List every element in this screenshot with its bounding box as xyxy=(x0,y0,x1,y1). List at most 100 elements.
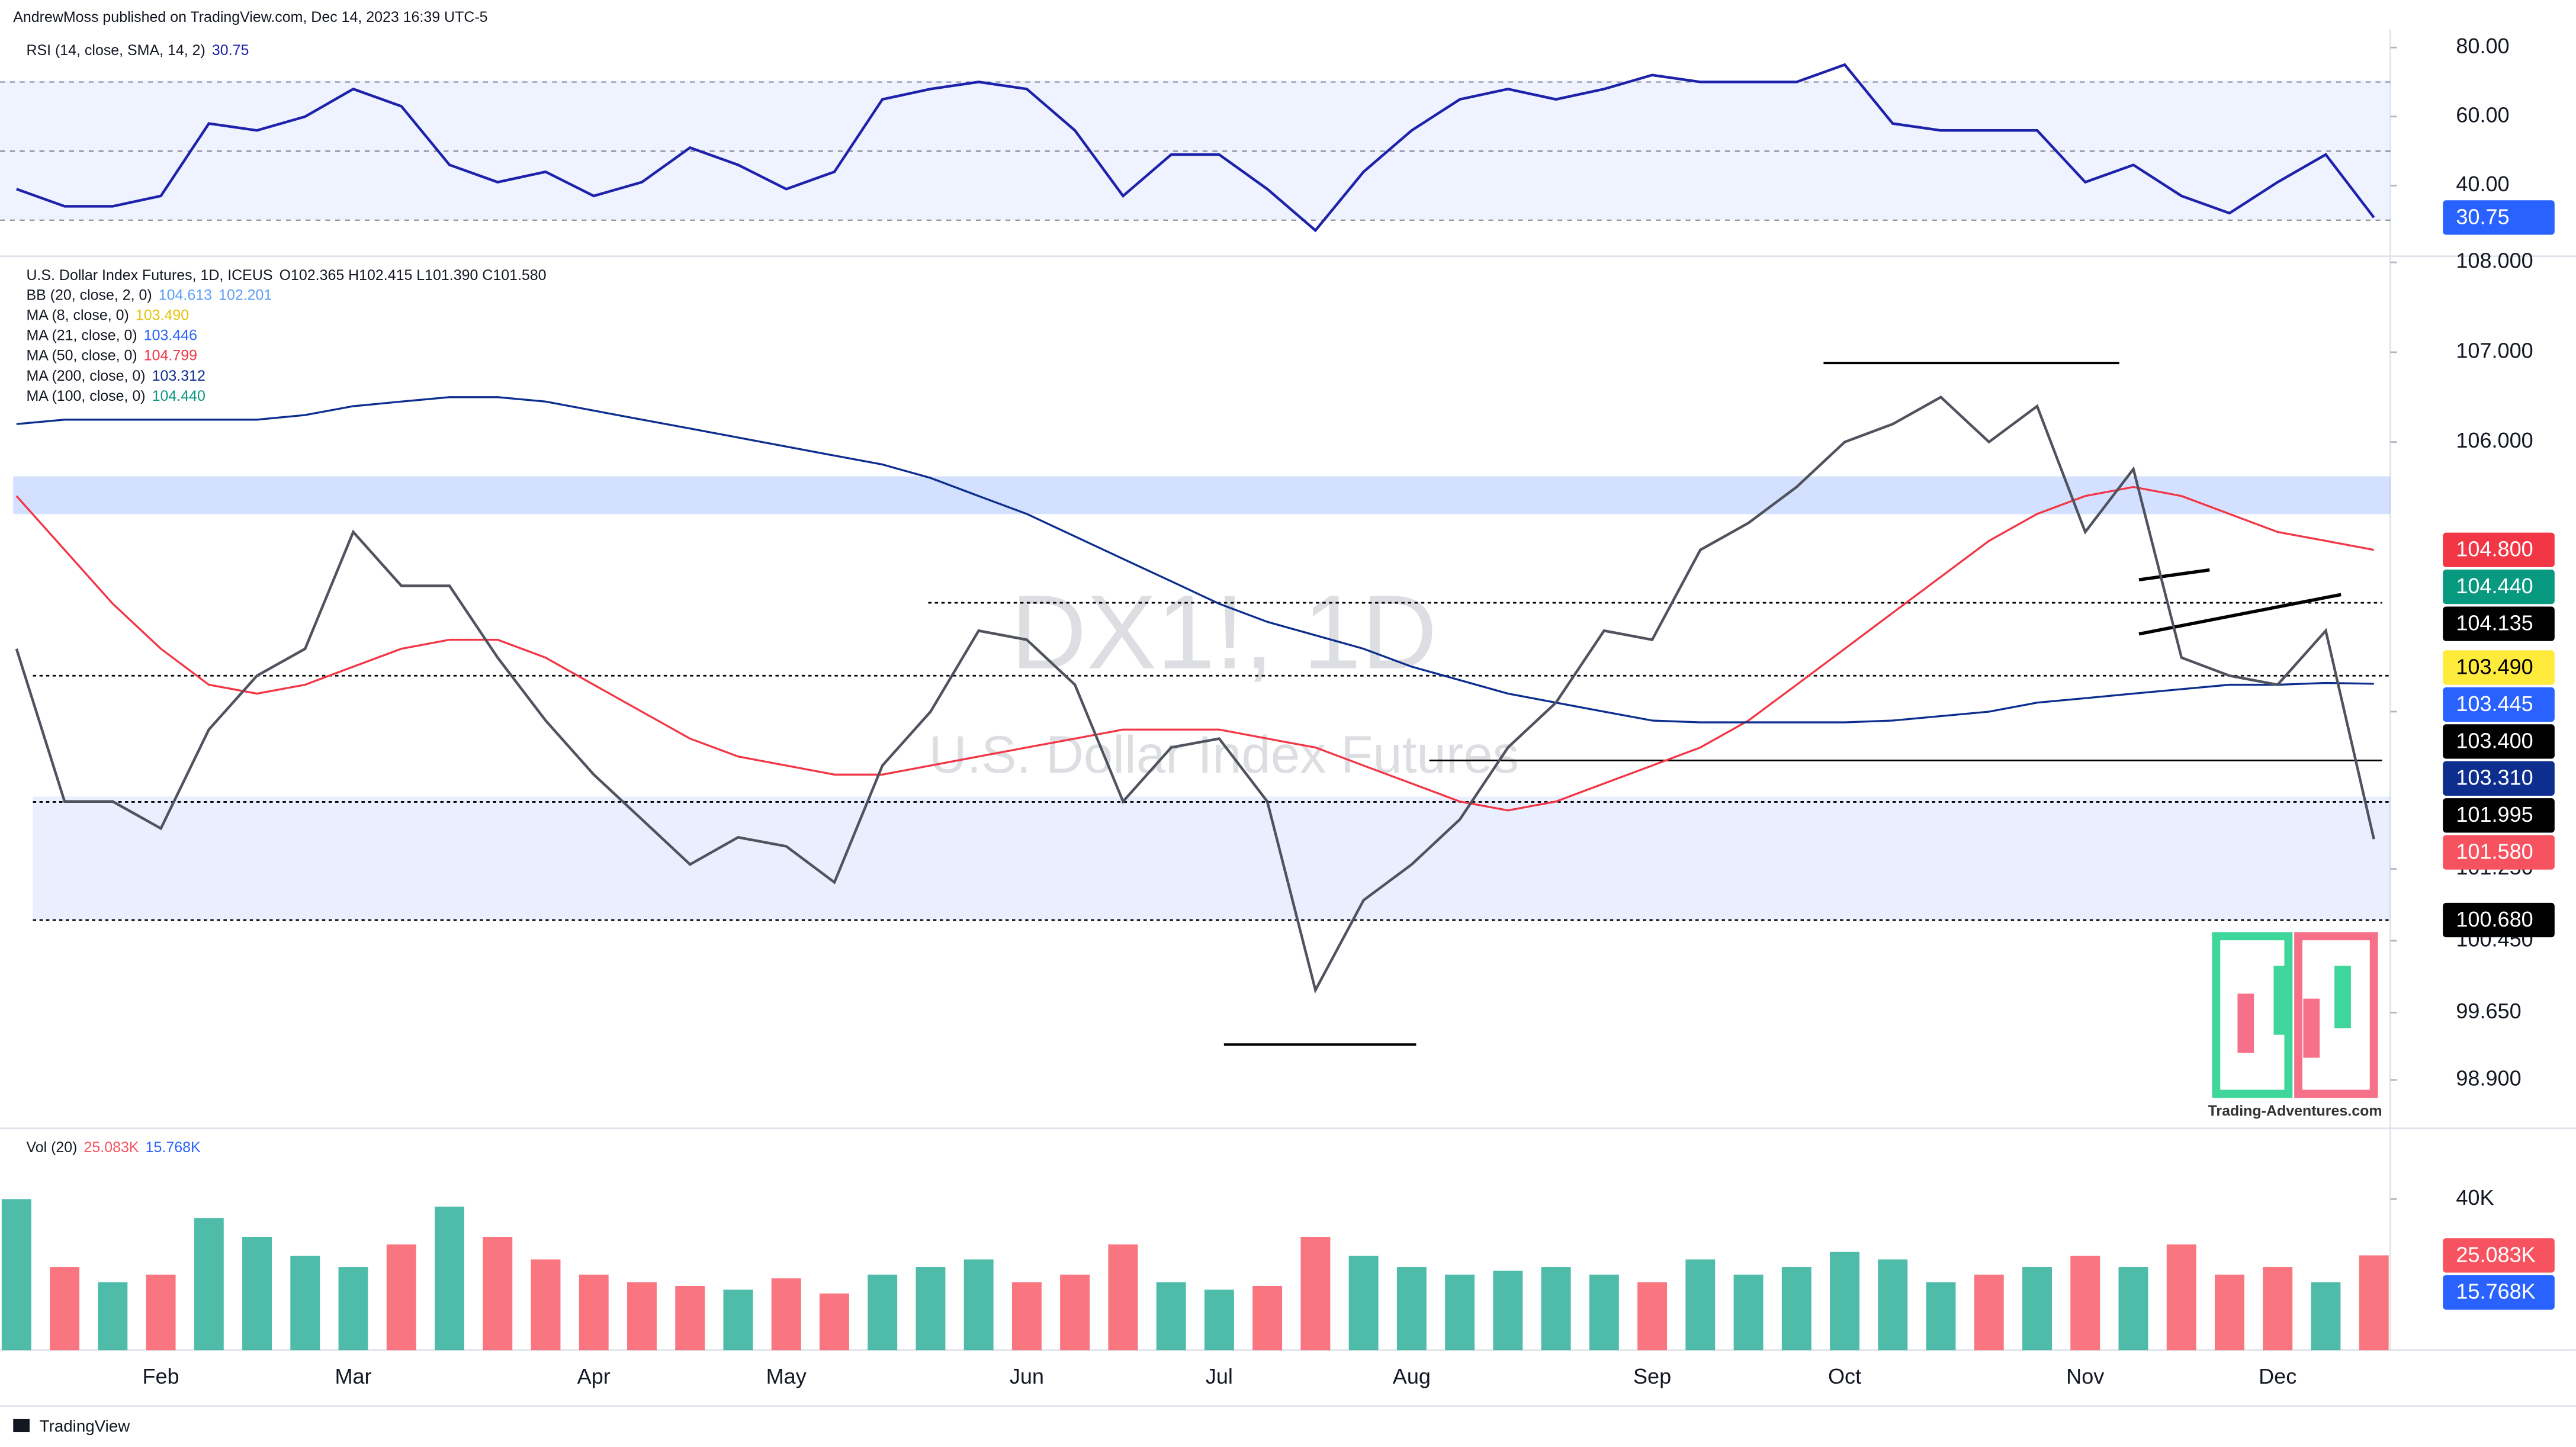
legend-item: 30.75 xyxy=(212,42,249,59)
x-tick-label: May xyxy=(766,1364,807,1388)
price-badge xyxy=(2443,724,2555,759)
volume-bar xyxy=(2263,1267,2293,1350)
volume-bar xyxy=(1,1199,31,1350)
price-badge-label: 15.768K xyxy=(2456,1279,2535,1304)
logo-candle xyxy=(2273,966,2291,1035)
rsi-band xyxy=(0,80,2391,220)
volume-bar xyxy=(386,1244,416,1350)
volume-bar xyxy=(1637,1282,1668,1350)
legend: MA (8, close, 0) 103.490 xyxy=(26,307,189,323)
volume-bar xyxy=(1830,1252,1859,1350)
watermark-symbol: DX1!, 1D xyxy=(1011,573,1437,691)
volume-bar xyxy=(2022,1267,2052,1350)
legend: MA (100, close, 0) 104.440 xyxy=(26,388,205,404)
legend: MA (200, close, 0) 103.312 xyxy=(26,367,205,384)
price-badge-label: 104.800 xyxy=(2456,537,2533,561)
support-zone xyxy=(33,796,2391,920)
legend-item: 103.312 xyxy=(152,367,205,384)
volume-bar xyxy=(916,1267,946,1350)
legend-item: O102.365 H102.415 L101.390 C101.580 xyxy=(280,267,547,284)
resistance-zone xyxy=(13,476,2391,515)
price-badge xyxy=(2443,570,2555,604)
price-badge-label: 103.310 xyxy=(2456,766,2533,790)
y-tick-label: 98.900 xyxy=(2456,1066,2521,1091)
legend-item: 25.083K xyxy=(84,1139,139,1156)
legend-item: 104.799 xyxy=(144,347,197,364)
volume-bar xyxy=(98,1282,128,1350)
legend: Vol (20) 25.083K 15.768K xyxy=(26,1139,200,1156)
x-tick-label: Nov xyxy=(2066,1364,2104,1388)
x-tick-label: Jun xyxy=(1010,1364,1044,1388)
volume-bar xyxy=(627,1282,657,1350)
volume-bar xyxy=(146,1274,176,1350)
price-badge-label: 103.445 xyxy=(2456,692,2533,716)
rsi-line xyxy=(16,63,2375,233)
volume-bar xyxy=(2118,1267,2148,1350)
price-badge-label: 104.440 xyxy=(2456,574,2533,598)
header: AndrewMoss published on TradingView.com,… xyxy=(13,9,487,25)
price-badge xyxy=(2443,650,2555,685)
price-badge-label: 103.490 xyxy=(2456,654,2533,679)
legend: MA (21, close, 0) 103.446 xyxy=(26,327,197,343)
volume-bar xyxy=(1974,1274,2004,1350)
footer-logo xyxy=(13,1419,30,1433)
y-tick-label: 60.00 xyxy=(2456,102,2509,127)
logo-text: Trading-Adventures.com xyxy=(2208,1103,2382,1120)
legend: RSI (14, close, SMA, 14, 2) 30.75 xyxy=(26,42,249,59)
volume-bar xyxy=(1926,1282,1956,1350)
price-badge xyxy=(2443,798,2555,833)
legend: U.S. Dollar Index Futures, 1D, ICEUS O102… xyxy=(26,267,546,284)
x-tick-label: Jul xyxy=(1206,1364,1233,1388)
volume-bar xyxy=(531,1259,561,1350)
volume-bar xyxy=(1685,1259,1716,1350)
moving-average xyxy=(15,485,2375,812)
volume-bar xyxy=(1733,1274,1764,1350)
y-tick-label: 108.000 xyxy=(2456,249,2533,273)
footer-bar xyxy=(0,1406,2576,1447)
volume-bar xyxy=(723,1290,753,1350)
price-badge xyxy=(2443,1238,2555,1273)
volume-bar xyxy=(1781,1267,1811,1350)
y-tick-label: 106.000 xyxy=(2456,428,2533,452)
price-badge xyxy=(2443,835,2555,870)
price-badge xyxy=(2443,687,2555,722)
volume-bar xyxy=(338,1267,368,1350)
volume-bar xyxy=(2215,1274,2244,1350)
legend-item: MA (200, close, 0) xyxy=(26,367,145,384)
legend: MA (50, close, 0) 104.799 xyxy=(26,347,197,364)
y-tick-label: 99.650 xyxy=(2456,999,2521,1023)
volume-bar xyxy=(819,1293,849,1350)
logo-candle xyxy=(2303,998,2320,1058)
legend-item: 104.613 xyxy=(159,287,212,303)
price-badge-label: 25.083K xyxy=(2456,1242,2535,1266)
trendline xyxy=(2138,568,2210,582)
watermark-name: U.S. Dollar Index Futures xyxy=(929,725,1520,784)
legend-item: BB (20, close, 2, 0) xyxy=(26,287,152,303)
footer-text: TradingView xyxy=(40,1417,131,1435)
x-tick-label: Dec xyxy=(2259,1364,2296,1388)
legend-item: 103.490 xyxy=(136,307,189,323)
volume-bar xyxy=(1589,1274,1619,1350)
legend-item: MA (8, close, 0) xyxy=(26,307,129,323)
volume-bar xyxy=(1060,1274,1090,1350)
volume-bar xyxy=(771,1278,801,1350)
volume-bar xyxy=(1348,1255,1379,1350)
volume-bar xyxy=(579,1274,609,1350)
volume-bar xyxy=(2166,1244,2196,1350)
x-tick-label: Apr xyxy=(577,1364,611,1388)
volume-bar xyxy=(1493,1271,1523,1350)
volume-bar xyxy=(1445,1274,1475,1350)
price-badge-label: 100.680 xyxy=(2456,907,2533,931)
volume-bar xyxy=(1252,1285,1283,1350)
volume-bar xyxy=(290,1255,320,1350)
price-badge-label: 103.400 xyxy=(2456,728,2533,753)
price-badge xyxy=(2443,606,2555,641)
price-line xyxy=(15,395,2375,994)
rsi-badge xyxy=(2443,200,2555,235)
moving-average xyxy=(16,396,2374,724)
legend-item: 102.201 xyxy=(219,287,272,303)
logo-candle xyxy=(2334,966,2351,1028)
volume-bar xyxy=(2359,1255,2389,1350)
